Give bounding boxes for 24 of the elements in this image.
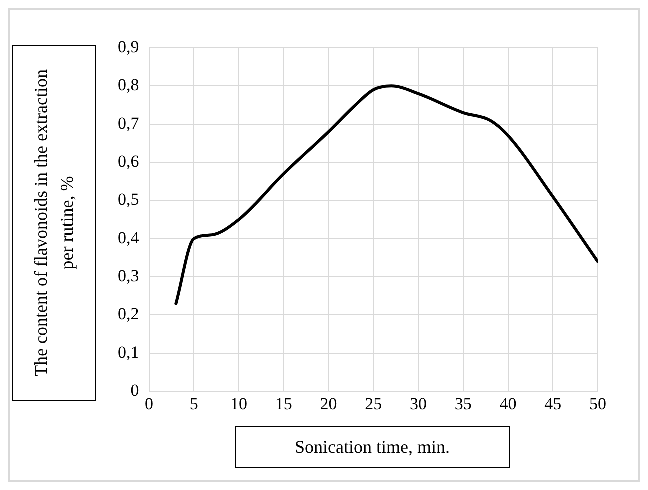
- y-tick-label: 0,4: [118, 228, 140, 248]
- x-tick-label: 15: [275, 394, 292, 414]
- y-axis-title: The content of flavonoids in the extraction per rutine, %: [30, 68, 78, 378]
- y-tick-label: 0,5: [118, 190, 140, 210]
- x-tick-label: 5: [190, 394, 198, 414]
- x-axis-title: Sonication time, min.: [235, 426, 510, 468]
- x-tick-label: 50: [590, 394, 606, 414]
- y-tick-label: 0,8: [118, 76, 140, 95]
- y-tick-label: 0,1: [118, 342, 140, 362]
- x-tick-label: 45: [544, 394, 562, 414]
- x-tick-label: 20: [320, 394, 338, 414]
- y-tick-label: 0,7: [118, 114, 140, 133]
- line-series: [174, 84, 598, 306]
- y-tick-label: 0,2: [118, 304, 140, 324]
- x-tick-label: 35: [454, 394, 472, 414]
- x-tick-label: 40: [500, 394, 517, 414]
- x-tick-label: 25: [365, 394, 382, 414]
- x-tick-label: 30: [410, 394, 427, 414]
- y-tick-label: 0: [130, 381, 140, 400]
- y-tick-label: 0,6: [118, 152, 140, 171]
- y-tick-label: 0,9: [118, 37, 140, 56]
- x-tick-label: 0: [145, 394, 154, 414]
- x-tick-label: 10: [230, 394, 248, 414]
- y-tick-label: 0,3: [118, 266, 140, 286]
